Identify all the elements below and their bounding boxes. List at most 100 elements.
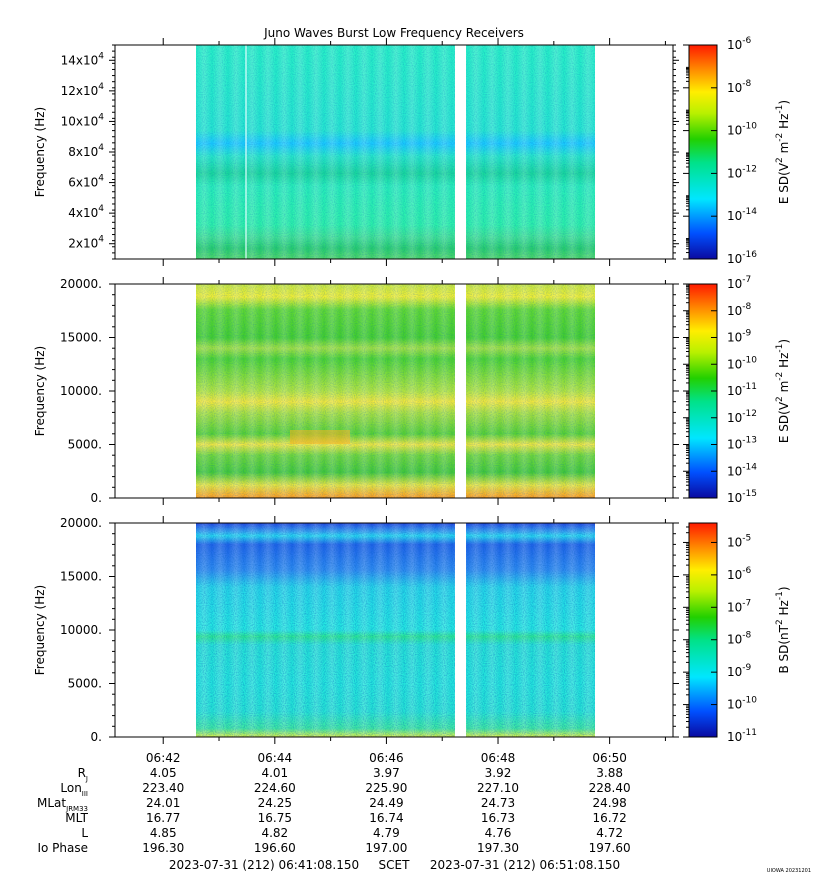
y-axis-label: Frequency (Hz) bbox=[33, 107, 47, 198]
ephemeris-value: 223.40 bbox=[142, 781, 184, 795]
y-tick-label: 15000. bbox=[60, 331, 102, 345]
colorbar-tick-label: 10-7 bbox=[727, 275, 751, 291]
y-tick-label: 10000. bbox=[60, 384, 102, 398]
colorbar-tick-label: 10-6 bbox=[727, 566, 752, 582]
colorbar-tick-label: 10-7 bbox=[727, 598, 751, 614]
colorbar-tick-label: 10-14 bbox=[727, 207, 757, 223]
start-time: 2023-07-31 (212) 06:41:08.150 bbox=[169, 858, 359, 872]
colorbar-tick-label: 10-11 bbox=[727, 382, 757, 398]
colorbar-label: E SD(V2 m-2 Hz-1) bbox=[775, 339, 791, 443]
ephemeris-value: 4.01 bbox=[261, 766, 288, 780]
time-tick-label: 06:44 bbox=[258, 751, 293, 765]
y-tick-label: 0. bbox=[91, 491, 102, 505]
y-tick-label: 15000. bbox=[60, 570, 102, 584]
time-tick-label: 06:50 bbox=[592, 751, 627, 765]
ephemeris-value: 16.72 bbox=[592, 811, 626, 825]
ephemeris-value: 16.77 bbox=[146, 811, 180, 825]
y-tick-label: 8x104 bbox=[68, 143, 104, 159]
y-tick-label: 20000. bbox=[60, 277, 102, 291]
footer: 2023-07-31 (212) 06:41:08.150 SCET 2023-07… bbox=[169, 858, 811, 874]
ephemeris-value: 4.82 bbox=[261, 826, 288, 840]
colorbar-tick-label: 10-10 bbox=[727, 122, 757, 138]
credit-label: UIOWA 20231201 bbox=[767, 868, 811, 874]
colorbar-tick-label: 10-9 bbox=[727, 329, 752, 345]
ephemeris-value: 4.79 bbox=[373, 826, 400, 840]
ephemeris-label: L bbox=[81, 826, 88, 840]
ephemeris-value: 4.85 bbox=[150, 826, 177, 840]
colorbar-tick-label: 10-13 bbox=[727, 436, 757, 452]
spectrogram-noise bbox=[196, 284, 455, 498]
y-tick-label: 10000. bbox=[60, 623, 102, 637]
ephemeris-value: 4.76 bbox=[485, 826, 512, 840]
colorbar-tick-label: 10-15 bbox=[727, 489, 757, 505]
panel-1: 2x104 4x104 6x104 8x104 10x104 12x104 14x104 Fr… bbox=[33, 36, 791, 266]
figure-title: Juno Waves Burst Low Frequency Receivers bbox=[263, 26, 524, 40]
ephemeris-value: 16.75 bbox=[258, 811, 292, 825]
ephemeris-value: 197.30 bbox=[477, 841, 519, 855]
panel-3: 0. 5000. 10000. 15000. 20000. Frequency (Hz) 1… bbox=[33, 516, 791, 744]
colorbar-frame bbox=[688, 44, 718, 260]
end-time: 2023-07-31 (212) 06:51:08.150 bbox=[430, 858, 620, 872]
colorbar-tick-label: 10-9 bbox=[727, 663, 752, 679]
emission-patch bbox=[290, 430, 350, 444]
ephemeris-value: 3.97 bbox=[373, 766, 400, 780]
y-tick-label: 2x104 bbox=[68, 235, 104, 251]
ephemeris-label: LonIII bbox=[60, 781, 88, 798]
ephemeris-value: 24.01 bbox=[146, 796, 180, 810]
ephemeris-value: 4.05 bbox=[150, 766, 177, 780]
ephemeris-value: 196.60 bbox=[254, 841, 296, 855]
ephemeris-value: 24.73 bbox=[481, 796, 515, 810]
spectrogram-noise bbox=[196, 523, 455, 737]
ephemeris-label: MLatJRM33 bbox=[37, 796, 88, 813]
ephemeris-value: 227.10 bbox=[477, 781, 519, 795]
panel-2: 0. 5000. 10000. 15000. 20000. Frequency (Hz) 1… bbox=[33, 275, 791, 505]
time-axis: 06:42 06:44 06:46 06:48 06:50 bbox=[146, 751, 627, 765]
spectrogram-noise bbox=[466, 45, 595, 259]
y-tick-label: 14x104 bbox=[61, 51, 105, 67]
ephemeris-label: MLT bbox=[65, 811, 88, 825]
colorbar-tick-label: 10-8 bbox=[727, 631, 752, 647]
ephemeris-value: 197.60 bbox=[589, 841, 631, 855]
colorbar-tick-label: 10-16 bbox=[727, 250, 757, 266]
ephemeris-value: 4.72 bbox=[596, 826, 623, 840]
colorbar-tick-label: 10-8 bbox=[727, 79, 752, 95]
y-tick-label: 20000. bbox=[60, 516, 102, 530]
ephemeris-value: 225.90 bbox=[365, 781, 407, 795]
ephemeris-value: 24.98 bbox=[592, 796, 626, 810]
y-tick-label: 0. bbox=[91, 730, 102, 744]
spectrogram-noise bbox=[466, 284, 595, 498]
colorbar-label: E SD(V2 m-2 Hz-1) bbox=[775, 100, 791, 204]
colorbar-tick-label: 10-12 bbox=[727, 409, 757, 425]
ephemeris-value: 3.92 bbox=[485, 766, 512, 780]
scet-label: SCET bbox=[379, 858, 411, 872]
y-tick-label: 6x104 bbox=[68, 174, 104, 190]
ephemeris-value: 224.60 bbox=[254, 781, 296, 795]
y-tick-label: 5000. bbox=[68, 438, 102, 452]
ephemeris-label: Io Phase bbox=[37, 841, 88, 855]
ephemeris-value: 196.30 bbox=[142, 841, 184, 855]
time-tick-label: 06:42 bbox=[146, 751, 181, 765]
y-tick-label: 12x104 bbox=[61, 82, 105, 98]
colorbar-tick-label: 10-10 bbox=[727, 696, 757, 712]
spectrogram-noise bbox=[466, 523, 595, 737]
time-tick-label: 06:46 bbox=[369, 751, 404, 765]
colorbar-tick-label: 10-14 bbox=[727, 462, 757, 478]
y-tick-label: 4x104 bbox=[68, 204, 104, 220]
ephemeris-value: 24.25 bbox=[258, 796, 292, 810]
y-axis-label: Frequency (Hz) bbox=[33, 346, 47, 437]
ephemeris-value: 228.40 bbox=[589, 781, 631, 795]
colorbar-tick-label: 10-6 bbox=[727, 36, 752, 52]
time-tick-label: 06:48 bbox=[481, 751, 516, 765]
ephemeris-value: 16.74 bbox=[369, 811, 403, 825]
colorbar-tick-label: 10-11 bbox=[727, 728, 757, 744]
ephemeris-value: 197.00 bbox=[365, 841, 407, 855]
ephemeris-label: RJ bbox=[78, 766, 88, 783]
colorbar-label: B SD(nT2 Hz-1) bbox=[775, 586, 791, 673]
y-tick-label: 5000. bbox=[68, 677, 102, 691]
colorbar-tick-label: 10-12 bbox=[727, 164, 757, 180]
ephemeris-value: 3.88 bbox=[596, 766, 623, 780]
ephemeris-value: 24.49 bbox=[369, 796, 403, 810]
ephemeris-value: 16.73 bbox=[481, 811, 515, 825]
y-tick-label: 10x104 bbox=[61, 112, 105, 128]
